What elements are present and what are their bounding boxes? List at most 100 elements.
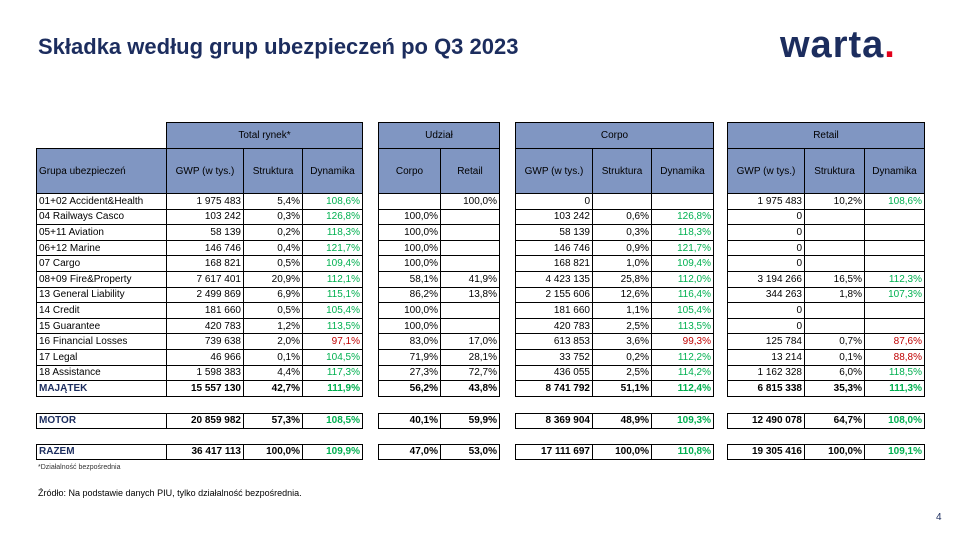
table-cell: 126,8% — [302, 208, 363, 226]
row-label: 01+02 Accident&Health — [36, 193, 167, 210]
table-cell: 0 — [727, 255, 805, 272]
table-cell: 0,1% — [804, 349, 865, 366]
column-header: Dynamika — [651, 148, 714, 194]
table-cell: 108,6% — [864, 193, 925, 210]
table-cell — [378, 193, 441, 210]
table-cell: 107,3% — [864, 286, 925, 304]
table-cell — [440, 208, 500, 226]
table-cell: 2,5% — [592, 364, 652, 382]
table-cell: 13,8% — [440, 286, 500, 304]
table-cell: 51,1% — [592, 380, 652, 397]
table-cell: 105,4% — [651, 302, 714, 319]
table-cell: 108,0% — [864, 412, 925, 430]
table-cell: 87,6% — [864, 333, 925, 350]
table-cell: 2,0% — [243, 333, 303, 350]
column-header: GWP (w tys.) — [515, 148, 593, 194]
table-cell: 100,0% — [243, 443, 303, 461]
table-cell — [440, 302, 500, 319]
row-label: RAZEM — [36, 443, 167, 461]
row-label: 18 Assistance — [36, 364, 167, 382]
table-cell: 47,0% — [378, 443, 441, 461]
row-label: 04 Railways Casco — [36, 208, 167, 226]
table-cell: 100,0% — [378, 224, 441, 241]
table-cell: 111,3% — [864, 380, 925, 397]
table-cell: 41,9% — [440, 271, 500, 288]
table-cell: 100,0% — [440, 193, 500, 210]
group-header: Total rynek* — [166, 122, 363, 149]
table-cell: 121,7% — [302, 239, 363, 257]
table-cell: 48,9% — [592, 412, 652, 430]
table-cell: 2 155 606 — [515, 286, 593, 304]
table-cell: 104,5% — [302, 349, 363, 366]
group-header: Retail — [727, 122, 925, 149]
table-cell: 613 853 — [515, 333, 593, 350]
table-cell: 100,0% — [378, 317, 441, 335]
table-cell: 1 975 483 — [166, 193, 244, 210]
row-label: 06+12 Marine — [36, 239, 167, 257]
table-cell: 12 490 078 — [727, 412, 805, 430]
table-cell: 0 — [727, 208, 805, 226]
table-cell: 0,2% — [592, 349, 652, 366]
table-cell: 739 638 — [166, 333, 244, 350]
table-cell: 1,0% — [592, 255, 652, 272]
logo: warta. — [780, 24, 896, 67]
table-cell: 420 783 — [515, 317, 593, 335]
table-cell — [804, 302, 865, 319]
table-cell: 40,1% — [378, 412, 441, 430]
table-cell: 0,6% — [592, 208, 652, 226]
table-cell — [864, 239, 925, 257]
table-cell: 100,0% — [592, 443, 652, 461]
table-cell: 111,9% — [302, 380, 363, 397]
table-cell: 109,9% — [302, 443, 363, 461]
table-cell: 13 214 — [727, 349, 805, 366]
column-header: GWP (w tys.) — [166, 148, 244, 194]
table-cell — [864, 208, 925, 226]
table-cell: 20,9% — [243, 271, 303, 288]
table-cell: 20 859 982 — [166, 412, 244, 430]
table-cell: 112,3% — [864, 271, 925, 288]
table-cell: 112,4% — [651, 380, 714, 397]
table-cell: 4,4% — [243, 364, 303, 382]
table-cell: 100,0% — [378, 239, 441, 257]
table-cell: 0 — [727, 317, 805, 335]
table-cell: 0,7% — [804, 333, 865, 350]
table-cell: 112,0% — [651, 271, 714, 288]
table-cell: 4 423 135 — [515, 271, 593, 288]
table-cell — [864, 224, 925, 241]
table-cell — [651, 193, 714, 210]
table-cell: 12,6% — [592, 286, 652, 304]
table-cell — [440, 317, 500, 335]
table-cell: 86,2% — [378, 286, 441, 304]
table-cell: 100,0% — [378, 302, 441, 319]
table-cell — [864, 317, 925, 335]
table-cell: 97,1% — [302, 333, 363, 350]
table-cell: 0 — [727, 302, 805, 319]
table-cell: 1 975 483 — [727, 193, 805, 210]
table-cell — [864, 255, 925, 272]
table-cell: 113,5% — [651, 317, 714, 335]
table-cell: 103 242 — [166, 208, 244, 226]
table-cell: 28,1% — [440, 349, 500, 366]
table-cell: 71,9% — [378, 349, 441, 366]
row-label: MOTOR — [36, 412, 167, 430]
table-cell: 118,5% — [864, 364, 925, 382]
table-cell: 109,4% — [302, 255, 363, 272]
table-cell: 103 242 — [515, 208, 593, 226]
table-cell: 99,3% — [651, 333, 714, 350]
table-cell: 3,6% — [592, 333, 652, 350]
column-header: GWP (w tys.) — [727, 148, 805, 194]
table-cell — [804, 239, 865, 257]
row-label: 08+09 Fire&Property — [36, 271, 167, 288]
table-cell: 146 746 — [515, 239, 593, 257]
table-cell: 25,8% — [592, 271, 652, 288]
table-cell: 121,7% — [651, 239, 714, 257]
table-cell: 16,5% — [804, 271, 865, 288]
row-label: 14 Credit — [36, 302, 167, 319]
table-cell: 15 557 130 — [166, 380, 244, 397]
column-header: Struktura — [804, 148, 865, 194]
table-cell: 181 660 — [515, 302, 593, 319]
table-cell: 6 815 338 — [727, 380, 805, 397]
table-cell: 1,1% — [592, 302, 652, 319]
table-cell: 181 660 — [166, 302, 244, 319]
page-number: 4 — [936, 512, 942, 523]
